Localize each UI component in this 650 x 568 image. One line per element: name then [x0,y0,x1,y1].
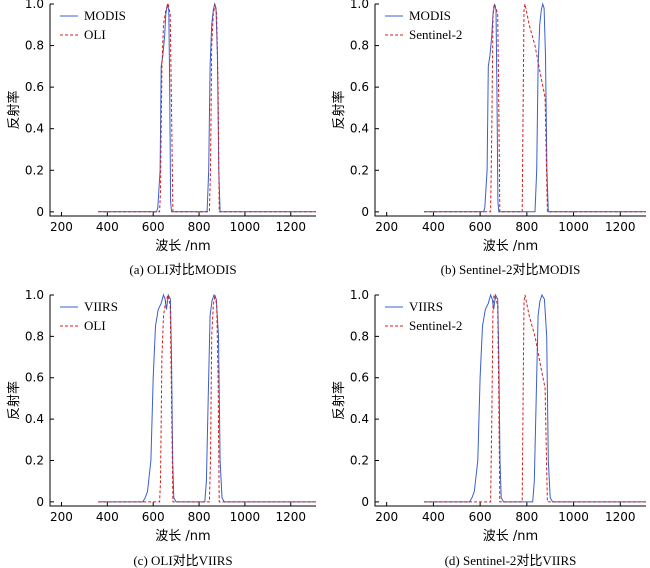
y-axis-label: 反射率 [6,381,22,420]
x-tick-label: 200 [375,510,398,524]
y-axis-label: 反射率 [331,381,347,420]
y-tick-label: 0.2 [25,163,44,177]
axis-lines [374,4,646,217]
x-tick-label: 1200 [276,510,307,524]
series-line-oli [98,2,316,213]
axis-lines [374,295,646,507]
series-line-modis [98,2,316,213]
x-tick-label: 1200 [276,220,307,234]
y-tick-label: 0.2 [350,163,369,177]
x-tick-label: 200 [50,510,73,524]
y-tick-label: 0.2 [350,453,369,467]
x-tick-label: 1000 [558,510,589,524]
y-tick-label: 0.8 [350,39,369,53]
x-tick-label: 1000 [230,220,261,234]
legend-label: OLI [84,318,106,333]
x-tick-label: 800 [188,510,211,524]
series-line-modis [424,2,646,213]
y-axis-label: 反射率 [6,90,22,129]
x-tick-label: 400 [96,510,119,524]
y-tick-label: 0 [361,205,369,219]
y-tick-label: 0.8 [25,329,44,343]
legend-label: VIIRS [84,299,118,314]
legend-label: OLI [84,27,106,42]
y-tick-label: 0.4 [25,412,44,426]
y-tick-label: 0 [36,205,44,219]
panel-caption: (d) Sentinel-2对比VIIRS [445,553,577,568]
x-tick-label: 600 [469,510,492,524]
x-axis-label: 波长 /nm [155,239,210,254]
y-tick-label: 0 [361,495,369,509]
axis-lines [49,295,316,507]
x-tick-label: 400 [422,220,445,234]
y-tick-label: 0.8 [25,39,44,53]
y-tick-label: 0.4 [25,122,44,136]
series-line-sentinel-2 [424,2,646,213]
panel-caption: (a) OLI对比MODIS [129,262,236,277]
legend-label: MODIS [84,8,126,23]
y-tick-label: 0.8 [350,329,369,343]
y-tick-label: 0.4 [350,122,369,136]
x-tick-label: 1200 [605,220,636,234]
legend-label: Sentinel-2 [409,318,462,333]
x-tick-label: 200 [50,220,73,234]
x-tick-label: 600 [469,220,492,234]
y-tick-label: 0 [36,495,44,509]
x-tick-label: 1000 [230,510,261,524]
x-tick-label: 200 [375,220,398,234]
legend-label: Sentinel-2 [409,27,462,42]
y-tick-label: 0.6 [25,80,44,94]
panel-caption: (c) OLI对比VIIRS [133,553,232,568]
y-tick-label: 1.0 [25,0,44,11]
y-tick-label: 0.4 [350,412,369,426]
x-tick-label: 600 [142,220,165,234]
x-axis-label: 波长 /nm [483,239,538,254]
series-line-viirs [98,293,316,503]
y-tick-label: 0.2 [25,453,44,467]
x-tick-label: 800 [515,220,538,234]
y-tick-label: 0.6 [350,371,369,385]
y-tick-label: 1.0 [25,288,44,302]
x-tick-label: 400 [96,220,119,234]
x-axis-label: 波长 /nm [155,529,210,544]
x-tick-label: 1000 [558,220,589,234]
y-tick-label: 1.0 [350,288,369,302]
series-line-oli [98,293,316,503]
chart-panel-1: 200 400 600 800 1000 1200 0 0.2 0.4 0.6 0.8 1.0 波长 /… [6,0,316,277]
x-tick-label: 1200 [605,510,636,524]
y-tick-label: 0.6 [25,371,44,385]
legend-label: MODIS [409,8,451,23]
panel-caption: (b) Sentinel-2对比MODIS [441,262,581,277]
chart-panel-3: 200 400 600 800 1000 1200 0 0.2 0.4 0.6 0.8 1.0 波长 /… [6,288,316,568]
y-axis-label: 反射率 [331,90,347,129]
x-tick-label: 600 [142,510,165,524]
x-tick-label: 800 [515,510,538,524]
chart-panel-2: 200 400 600 800 1000 1200 0 0.2 0.4 0.6 0.8 1.0 波长 /… [331,0,646,277]
x-tick-label: 800 [188,220,211,234]
x-axis-label: 波长 /nm [483,529,538,544]
y-tick-label: 1.0 [350,0,369,11]
series-line-sentinel-2 [424,293,646,503]
chart-panel-4: 200 400 600 800 1000 1200 0 0.2 0.4 0.6 0.8 1.0 波长 /… [331,288,646,568]
y-tick-label: 0.6 [350,80,369,94]
x-tick-label: 400 [422,510,445,524]
legend-label: VIIRS [409,299,443,314]
axis-lines [49,4,316,217]
